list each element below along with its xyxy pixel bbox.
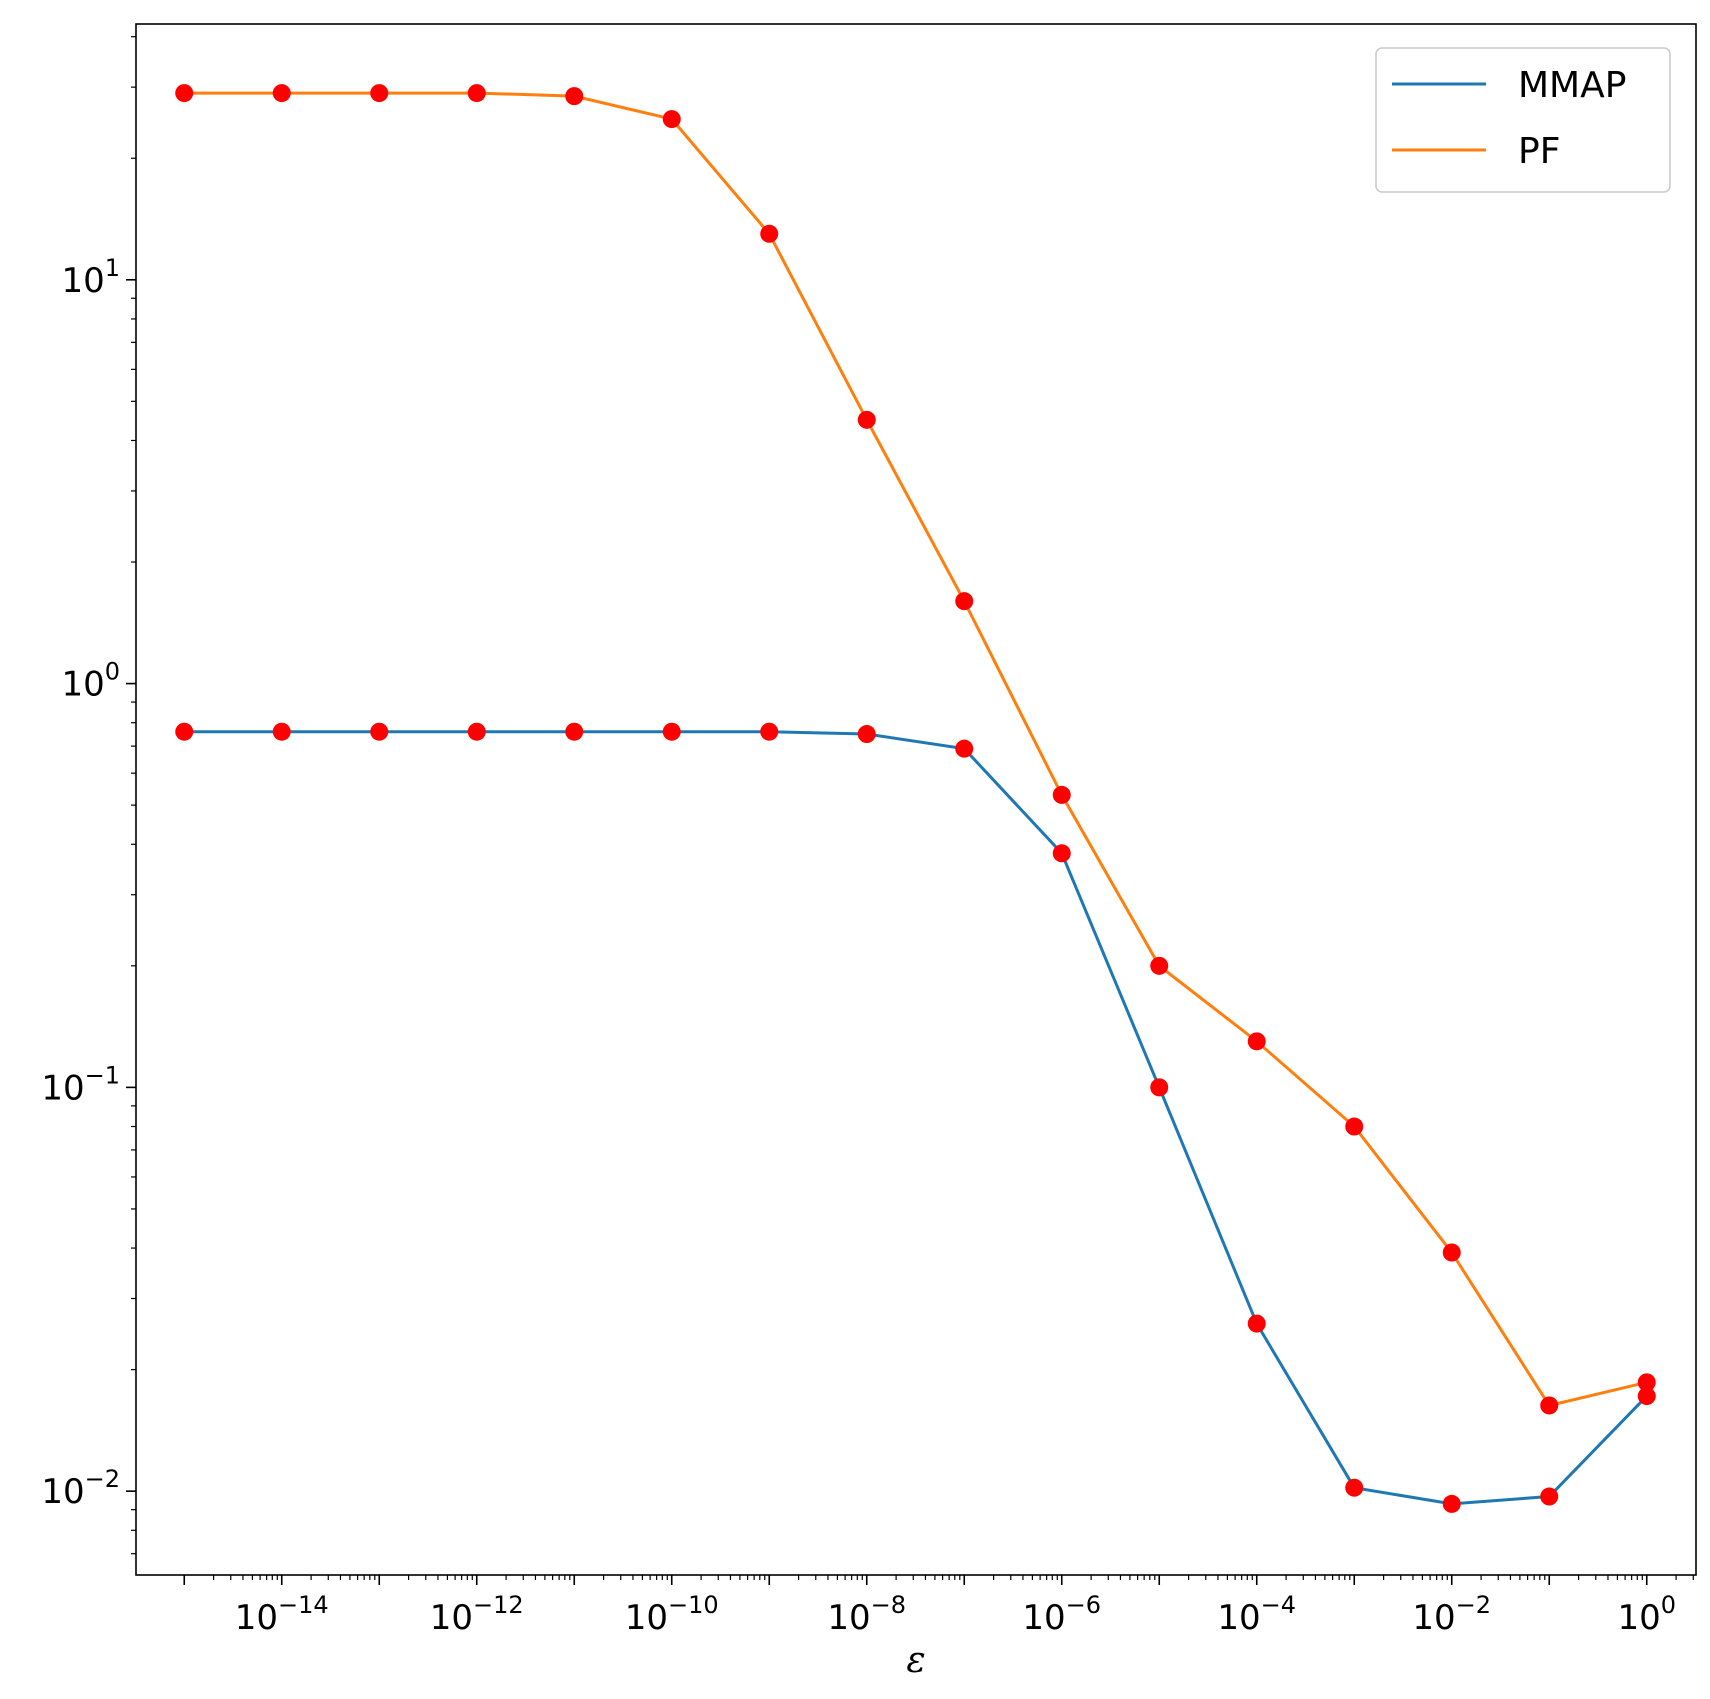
data-point-mmap — [467, 722, 486, 741]
data-point-mmap — [955, 739, 974, 758]
data-point-pf — [1247, 1032, 1266, 1051]
data-point-mmap — [1442, 1494, 1461, 1513]
data-point-mmap — [1247, 1314, 1266, 1333]
data-point-pf — [955, 592, 974, 611]
data-point-pf — [272, 84, 291, 103]
data-point-mmap — [857, 725, 876, 744]
data-point-pf — [565, 87, 584, 106]
y-tick-label: 100 — [61, 658, 120, 705]
data-point-mmap — [1345, 1478, 1364, 1497]
y-tick-label: 10−2 — [41, 1465, 120, 1512]
x-tick-label: 10−10 — [625, 1591, 719, 1638]
legend: MMAP PF — [1375, 47, 1671, 193]
data-point-pf — [467, 84, 486, 103]
x-tick-label: 10−12 — [430, 1591, 524, 1638]
data-point-pf — [760, 224, 779, 243]
data-point-pf — [1442, 1243, 1461, 1262]
data-point-pf — [662, 110, 681, 129]
data-point-pf — [1637, 1373, 1656, 1392]
x-tick-label: 10−2 — [1412, 1591, 1491, 1638]
x-tick-label: 10−14 — [235, 1591, 329, 1638]
data-point-pf — [857, 410, 876, 429]
data-point-mmap — [760, 722, 779, 741]
legend-label-mmap: MMAP — [1518, 65, 1626, 106]
x-axis-title: ε — [906, 1640, 925, 1681]
data-point-pf — [1052, 785, 1071, 804]
data-point-pf — [370, 84, 389, 103]
data-point-pf — [1345, 1117, 1364, 1136]
y-tick-label: 10−1 — [41, 1061, 120, 1108]
data-point-mmap — [175, 722, 194, 741]
data-point-mmap — [1052, 844, 1071, 863]
data-point-mmap — [1540, 1487, 1559, 1506]
data-point-pf — [1540, 1396, 1559, 1415]
legend-label-pf: PF — [1518, 131, 1560, 172]
marker-layer — [175, 84, 1656, 1513]
axis-layer: 10−14 10−12 10−10 10−8 10−6 10−4 10−2 100 101 100… — [41, 36, 1694, 1638]
x-tick-label: 10−4 — [1217, 1591, 1296, 1638]
data-point-pf — [175, 84, 194, 103]
data-point-mmap — [565, 722, 584, 741]
series-line-mmap — [184, 730, 1648, 1506]
x-tick-label: 100 — [1617, 1591, 1676, 1638]
data-point-mmap — [662, 722, 681, 741]
data-point-mmap — [272, 722, 291, 741]
x-tick-label: 10−8 — [827, 1591, 906, 1638]
y-tick-label: 101 — [61, 254, 120, 301]
series-layer — [184, 91, 1648, 1506]
data-point-mmap — [1637, 1387, 1656, 1406]
data-point-mmap — [370, 722, 389, 741]
data-point-mmap — [1150, 1078, 1169, 1097]
plot-frame — [135, 23, 1697, 1576]
x-tick-label: 10−6 — [1022, 1591, 1101, 1638]
series-line-pf — [184, 91, 1648, 1408]
data-point-pf — [1150, 956, 1169, 975]
